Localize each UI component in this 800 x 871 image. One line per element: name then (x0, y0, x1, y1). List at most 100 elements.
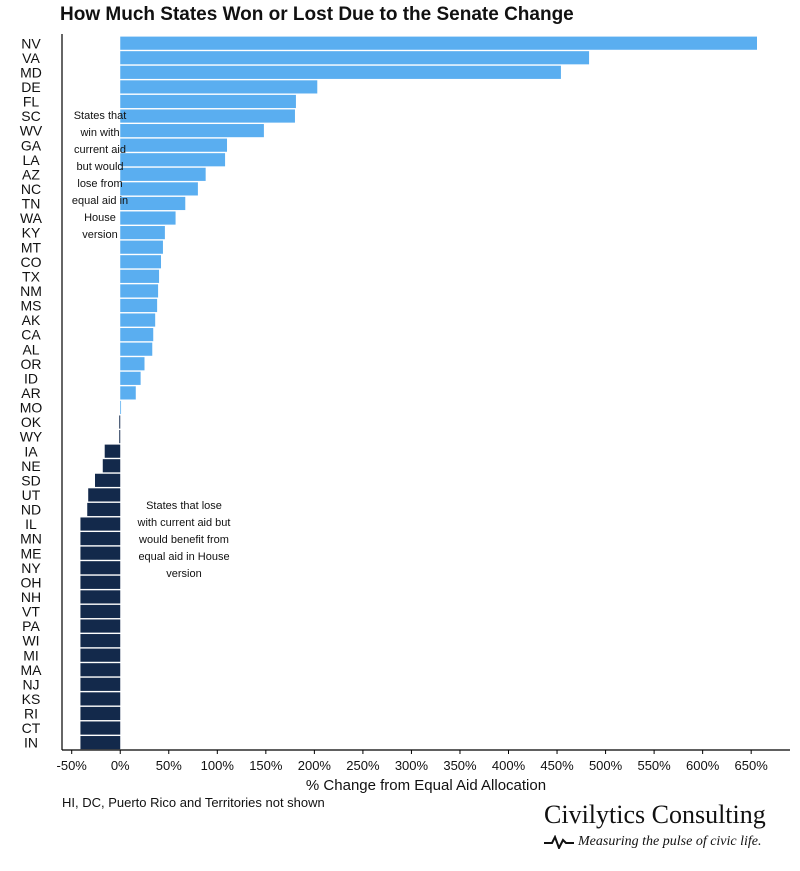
bar-tn (120, 196, 186, 211)
footnote: HI, DC, Puerto Rico and Territories not … (62, 795, 325, 810)
category-label: NC (21, 181, 41, 197)
category-label: NV (21, 35, 41, 51)
x-tick-label: 350% (443, 758, 477, 773)
bar-nd (87, 502, 121, 517)
category-label: VA (22, 50, 40, 66)
category-label: IL (25, 516, 37, 532)
bar-nj (80, 677, 121, 691)
category-label: TN (22, 196, 41, 212)
category-label: MA (21, 662, 43, 678)
category-label: MO (20, 400, 43, 416)
category-label: AR (21, 385, 40, 401)
bar-ma (80, 663, 121, 677)
category-label: NE (21, 458, 40, 474)
x-tick-label: 500% (589, 758, 623, 773)
category-label: DE (21, 79, 40, 95)
category-label: MD (20, 64, 42, 80)
category-label: CO (21, 254, 42, 270)
category-label: OK (21, 414, 42, 430)
category-label: IN (24, 735, 38, 751)
bar-co (120, 255, 162, 269)
category-label: NM (20, 283, 42, 299)
bar-ia (104, 444, 121, 458)
bar-nv (120, 36, 757, 50)
brand-tagline-row: Measuring the pulse of civic life. (544, 834, 766, 850)
bar-fl (120, 94, 296, 109)
bar-id (120, 371, 141, 385)
x-tick-label: 650% (735, 758, 769, 773)
bar-ri (80, 706, 121, 721)
x-tick-label: 600% (686, 758, 720, 773)
bar-in (80, 736, 121, 750)
category-label: LA (22, 152, 40, 168)
category-label: MN (20, 531, 42, 547)
x-axis-label: % Change from Equal Aid Allocation (306, 777, 546, 794)
bar-wi (80, 634, 121, 648)
bar-va (120, 51, 590, 65)
bar-il (80, 517, 121, 531)
bar-az (120, 167, 206, 181)
category-label: NY (21, 560, 41, 576)
category-label: ID (24, 370, 38, 386)
bar-ga (120, 138, 228, 152)
x-tick-label: 150% (249, 758, 283, 773)
bar-mn (80, 532, 121, 546)
bar-nm (120, 284, 159, 298)
bar-sc (120, 109, 295, 123)
pulse-icon (544, 835, 574, 849)
category-label: MT (21, 239, 42, 255)
x-tick-label: 400% (492, 758, 526, 773)
bar-mo (120, 400, 122, 415)
annotation-losers: States that lose with current aid but wo… (137, 500, 231, 580)
annotation-winners: States that win with current aid but wou… (71, 110, 129, 241)
bar-al (120, 342, 153, 356)
bar-ak (120, 313, 156, 327)
category-label: SC (21, 108, 40, 124)
category-label: WI (22, 633, 39, 649)
category-label: AL (22, 341, 39, 357)
bar-sd (95, 473, 121, 487)
brand-tagline: Measuring the pulse of civic life. (578, 834, 762, 849)
category-label: AZ (22, 166, 40, 182)
bar-ny (80, 561, 121, 575)
chart-title: How Much States Won or Lost Due to the S… (60, 4, 574, 25)
bar-pa (80, 619, 121, 633)
category-label: PA (22, 618, 40, 634)
bar-vt (80, 604, 121, 619)
category-label: NH (21, 589, 41, 605)
bar-nc (120, 182, 198, 196)
category-label: KS (22, 691, 41, 707)
category-label: GA (21, 137, 42, 153)
category-label: VT (22, 604, 40, 620)
x-tick-label: 550% (637, 758, 671, 773)
bar-or (120, 357, 145, 371)
category-label: RI (24, 706, 38, 722)
category-label: CA (21, 327, 41, 343)
category-label: MI (23, 647, 39, 663)
x-tick-label: 200% (298, 758, 332, 773)
category-label: KY (22, 225, 41, 241)
category-label: WV (20, 123, 43, 139)
bar-wy (119, 430, 121, 444)
category-label: TX (22, 268, 41, 284)
bar-oh (80, 575, 121, 589)
category-label: NJ (22, 676, 39, 692)
x-tick-label: 450% (540, 758, 574, 773)
x-tick-label: 50% (156, 758, 182, 773)
bar-wv (120, 124, 264, 138)
bar-ar (120, 386, 136, 400)
x-tick-label: 100% (201, 758, 235, 773)
bar-ks (80, 692, 121, 706)
bar-la (120, 153, 226, 167)
category-label: ND (21, 502, 41, 518)
bar-me (80, 546, 121, 560)
bar-ms (120, 298, 158, 313)
category-label: AK (22, 312, 41, 328)
category-label: WY (20, 429, 43, 445)
brand-logo: Civilytics Consulting Measuring the puls… (544, 800, 766, 850)
category-label: CT (22, 720, 41, 736)
category-label: UT (22, 487, 41, 503)
category-label: OH (21, 574, 42, 590)
bar-md (120, 65, 561, 79)
